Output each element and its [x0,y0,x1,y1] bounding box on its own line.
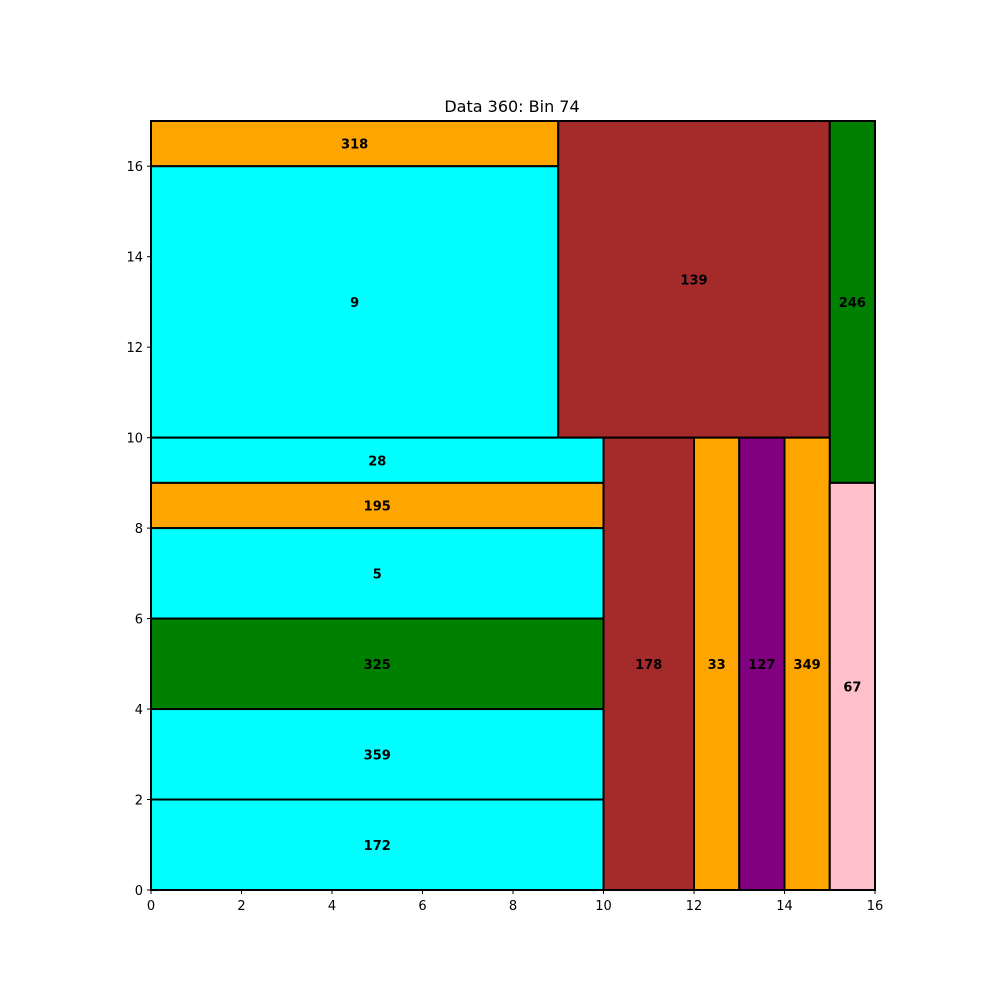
rect-item-349 [783,436,831,891]
x-tick-label: 6 [418,899,426,914]
rect-label-325: 325 [364,658,391,673]
x-tick-label: 14 [776,899,793,914]
rect-label-195: 195 [364,500,391,515]
x-tick-label: 0 [147,899,155,914]
rectangles-layer: 318 9 139 246 28 195 5 325 359 172 178 33 127 349 67 [150,120,876,892]
y-tick-label: 12 [126,341,143,356]
rect-label-28: 28 [368,454,386,469]
y-tick-label: 8 [135,522,143,537]
y-tick-label: 6 [135,613,143,628]
rect-label-139: 139 [680,273,707,288]
x-tick-label: 16 [867,899,884,914]
rect-label-5: 5 [373,567,382,582]
rect-label-33: 33 [708,658,726,673]
rect-item-33 [693,436,741,891]
rect-label-349: 349 [794,658,821,673]
x-tick-label: 4 [328,899,336,914]
rect-label-359: 359 [364,748,391,763]
y-tick-label: 4 [135,703,143,718]
rect-label-9: 9 [350,296,359,311]
x-tick-label: 10 [595,899,612,914]
x-tick-label: 12 [686,899,703,914]
x-tick-label: 2 [237,899,245,914]
y-tick-label: 2 [135,794,143,809]
rect-label-246: 246 [839,296,866,311]
y-tick-label: 0 [135,884,143,899]
x-tick-label: 8 [509,899,517,914]
rect-label-67: 67 [843,680,861,695]
rect-item-172 [150,798,605,892]
rect-label-172: 172 [364,839,391,854]
y-tick-label: 16 [126,160,143,175]
chart-title: Data 360: Bin 74 [444,97,579,116]
y-tick-label: 10 [126,432,143,447]
rect-label-318: 318 [341,138,368,153]
rect-item-9 [150,165,560,439]
rect-label-127: 127 [748,658,775,673]
y-tick-label: 14 [126,251,143,266]
rect-label-178: 178 [635,658,662,673]
